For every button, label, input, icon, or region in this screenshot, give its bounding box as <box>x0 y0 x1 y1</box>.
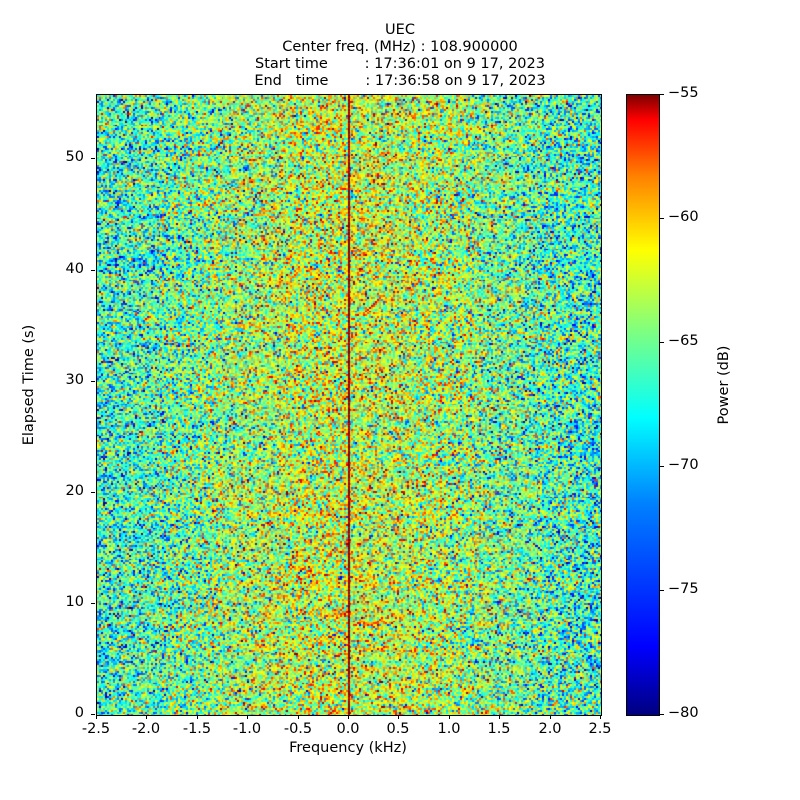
title-line-station: UEC <box>0 22 800 39</box>
colorbar-tick-label: −65 <box>668 333 699 349</box>
colorbar-tick-mark <box>660 342 664 343</box>
y-axis-label: Elapsed Time (s) <box>21 295 37 475</box>
x-tick-mark <box>146 715 147 719</box>
x-tick-mark <box>247 715 248 719</box>
y-tick-label: 0 <box>20 705 84 721</box>
colorbar-label: Power (dB) <box>716 295 732 475</box>
x-axis-label: Frequency (kHz) <box>96 740 600 756</box>
x-tick-label: 2.5 <box>570 721 630 737</box>
x-tick-mark <box>348 715 349 719</box>
y-tick-label: 40 <box>20 261 84 277</box>
y-tick-mark <box>91 158 95 159</box>
colorbar-tick-mark <box>660 466 664 467</box>
colorbar-tick-label: −55 <box>668 85 699 101</box>
power-colorbar <box>626 94 660 716</box>
spectrogram-plot-area <box>96 94 602 716</box>
colorbar-tick-mark <box>660 94 664 95</box>
title-line-center-freq: Center freq. (MHz) : 108.900000 <box>0 39 800 56</box>
colorbar-tick-label: −60 <box>668 209 699 225</box>
y-tick-mark <box>91 381 95 382</box>
colorbar-tick-mark <box>660 590 664 591</box>
y-tick-label: 20 <box>20 483 84 499</box>
colorbar-tick-label: −80 <box>668 705 699 721</box>
y-tick-mark <box>91 714 95 715</box>
colorbar-tick-mark <box>660 714 664 715</box>
y-tick-mark <box>91 492 95 493</box>
y-tick-label: 10 <box>20 594 84 610</box>
x-tick-mark <box>398 715 399 719</box>
x-tick-mark <box>96 715 97 719</box>
x-tick-mark <box>550 715 551 719</box>
x-tick-mark <box>449 715 450 719</box>
plot-title-block: UEC Center freq. (MHz) : 108.900000 Star… <box>0 22 800 90</box>
colorbar-tick-label: −70 <box>668 457 699 473</box>
title-line-start-time: Start time : 17:36:01 on 9 17, 2023 <box>0 56 800 73</box>
x-tick-mark <box>499 715 500 719</box>
spectrogram-heatmap <box>97 95 601 715</box>
colorbar-tick-mark <box>660 218 664 219</box>
y-tick-mark <box>91 603 95 604</box>
colorbar-tick-label: −75 <box>668 581 699 597</box>
y-tick-mark <box>91 270 95 271</box>
x-tick-mark <box>298 715 299 719</box>
x-tick-mark <box>197 715 198 719</box>
y-tick-label: 50 <box>20 149 84 165</box>
x-tick-mark <box>600 715 601 719</box>
